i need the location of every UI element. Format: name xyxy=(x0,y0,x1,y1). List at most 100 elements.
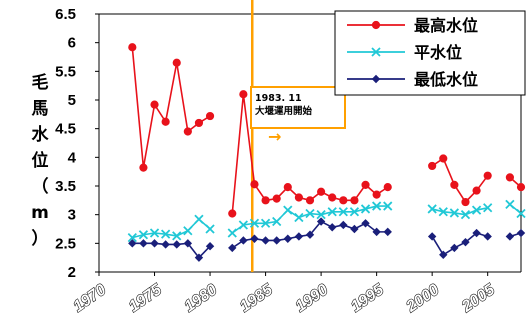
y-axis-label-char: 水 xyxy=(32,124,50,145)
x-tick-label: 1990 xyxy=(292,281,331,315)
data-point xyxy=(439,154,448,163)
data-point xyxy=(516,183,526,192)
legend-marker xyxy=(371,74,381,84)
data-point xyxy=(283,183,292,192)
data-point xyxy=(505,173,514,182)
data-point xyxy=(272,216,282,227)
series-3 xyxy=(128,217,526,262)
data-point xyxy=(349,207,360,217)
data-point xyxy=(139,163,148,172)
series-layer xyxy=(127,43,526,262)
data-point xyxy=(183,226,193,236)
y-axis-label-char: 位 xyxy=(32,150,49,171)
data-point xyxy=(461,197,470,207)
data-point xyxy=(505,232,515,241)
data-point xyxy=(350,224,359,234)
data-point xyxy=(383,201,393,211)
data-point xyxy=(260,218,271,228)
data-point xyxy=(450,180,459,189)
data-point xyxy=(317,187,326,196)
data-point xyxy=(294,232,304,241)
data-point xyxy=(372,190,381,199)
data-point xyxy=(316,210,326,220)
data-point xyxy=(183,127,192,136)
data-point xyxy=(283,205,293,215)
data-point xyxy=(239,236,248,245)
data-point xyxy=(439,250,448,259)
x-tick-label: 1970 xyxy=(70,281,109,315)
data-point xyxy=(183,239,193,248)
data-point xyxy=(338,207,348,217)
y-axis-label-char: 馬 xyxy=(32,99,49,119)
data-point xyxy=(250,234,259,243)
x-tick-label: 1995 xyxy=(348,281,388,316)
annotation-date: 1983. 11 xyxy=(255,93,302,104)
x-tick-label: 1975 xyxy=(126,281,166,316)
y-tick-label: 2.5 xyxy=(55,235,76,252)
y-axis-label-char: m xyxy=(31,203,49,223)
data-point xyxy=(483,171,492,180)
data-point xyxy=(327,207,337,217)
data-point xyxy=(272,194,281,203)
data-point xyxy=(305,208,315,219)
legend-marker xyxy=(371,47,381,57)
x-tick-label: 2005 xyxy=(458,281,499,317)
data-point xyxy=(194,253,204,262)
legend-marker xyxy=(371,20,381,30)
data-point xyxy=(328,193,337,202)
data-point xyxy=(205,242,215,251)
data-point xyxy=(427,232,437,241)
data-point xyxy=(339,196,348,205)
data-point xyxy=(361,219,370,228)
series-line xyxy=(131,47,211,168)
data-point xyxy=(339,220,348,230)
data-point xyxy=(516,228,526,238)
data-point xyxy=(228,243,237,253)
x-tick-label: 1985 xyxy=(237,281,277,316)
legend-label: 平水位 xyxy=(414,43,462,62)
x-tick-label: 1980 xyxy=(181,281,220,315)
data-point xyxy=(361,180,370,189)
data-point xyxy=(460,210,471,220)
dam-annotation: 1983. 11 大堰運用開始 → xyxy=(250,0,346,272)
data-point xyxy=(194,118,204,128)
y-tick-labels: 2 2.5 3 3.5 4 4.5 5 5.5 6 6.5 xyxy=(55,6,99,281)
y-axis-label-char: （ xyxy=(32,176,49,197)
data-point xyxy=(371,201,382,211)
data-point xyxy=(360,204,371,214)
legend-item: 最高水位 xyxy=(347,16,478,35)
data-point xyxy=(161,240,170,249)
y-tick-label: 2 xyxy=(68,264,76,281)
y-tick-label: 3 xyxy=(68,207,76,224)
y-axis-label-text: 毛馬水位 （ m ） xyxy=(31,72,49,249)
y-tick-label: 4 xyxy=(68,149,77,166)
data-point xyxy=(205,224,215,234)
annotation-box xyxy=(250,86,346,129)
data-point xyxy=(261,236,270,245)
data-point xyxy=(227,228,237,238)
data-point xyxy=(372,227,381,237)
data-point xyxy=(138,230,149,240)
y-tick-label: 4.5 xyxy=(55,121,76,138)
data-point xyxy=(483,203,493,213)
data-point xyxy=(328,223,337,232)
data-point xyxy=(160,229,171,239)
y-tick-label: 3.5 xyxy=(55,178,76,195)
data-point xyxy=(161,117,170,126)
y-axis-label: 毛馬水位 （ m ） xyxy=(31,72,49,249)
x-tick-labels: 1970 1975 1980 1985 1990 1995 2000 2005 xyxy=(70,272,499,317)
data-point xyxy=(294,212,304,223)
data-point xyxy=(149,228,160,238)
annotation-arrow: → xyxy=(268,127,281,146)
legend-item: 平水位 xyxy=(347,43,462,62)
data-point xyxy=(427,204,437,214)
data-point xyxy=(383,183,392,192)
data-point xyxy=(316,217,326,226)
data-point xyxy=(249,218,260,228)
data-point xyxy=(150,239,159,248)
series-1 xyxy=(128,43,526,218)
y-axis-label-char: 毛 xyxy=(32,72,49,93)
data-point xyxy=(239,90,248,99)
data-point xyxy=(128,43,137,52)
